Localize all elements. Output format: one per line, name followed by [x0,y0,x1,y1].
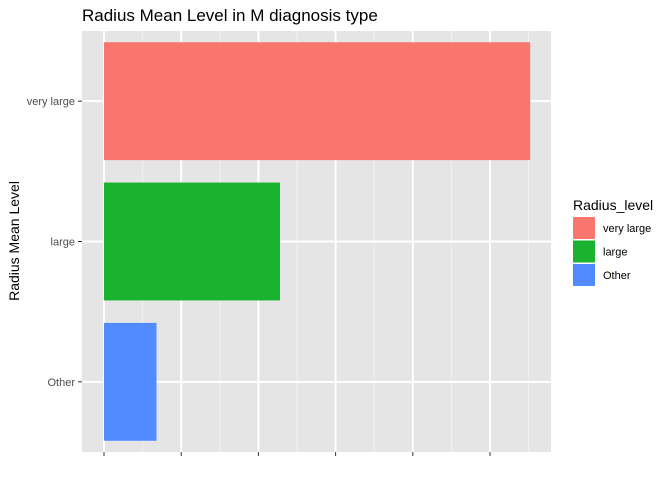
legend-label-other: Other [603,270,631,282]
legend-label-large: large [603,247,627,259]
x-axis [103,452,491,456]
y-axis: very large large Other [27,96,82,389]
chart-title: Radius Mean Level in M diagnosis type [82,6,378,25]
y-tick-label: Other [47,377,75,389]
y-tick-label: large [51,237,75,249]
legend-items: very large large Other [573,217,651,286]
bar-large [104,182,281,301]
legend-key-other [573,264,595,286]
bar-other [104,322,157,441]
legend-key-very-large [573,217,595,239]
y-tick-label: very large [27,96,75,108]
legend-label-very-large: very large [603,223,651,235]
y-axis-title: Radius Mean Level [6,181,22,301]
legend-key-large [573,240,595,263]
bars [104,42,531,441]
legend-title: Radius_level [573,197,653,213]
bar-very-large [104,42,531,161]
legend: Radius_level very large large Other [573,197,653,286]
